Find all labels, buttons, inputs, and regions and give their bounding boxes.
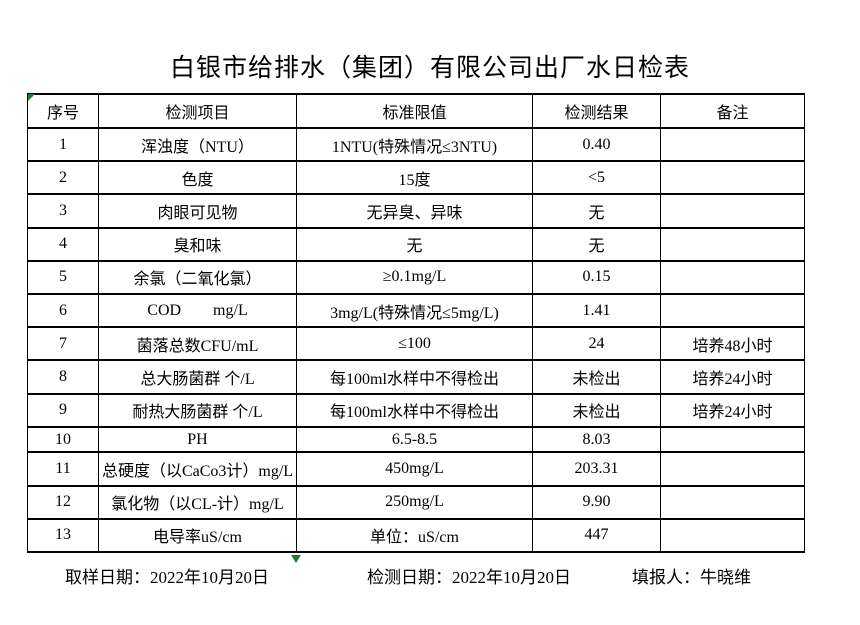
cell-note: 培养24小时 xyxy=(660,392,805,428)
table-header: 序号 检测项目 标准限值 检测结果 备注 xyxy=(27,93,805,129)
table-row: 2 色度 15度 <5 xyxy=(27,160,805,196)
cell-limit: 15度 xyxy=(296,160,533,196)
cell-result: 9.90 xyxy=(532,484,661,520)
table-row: 6 COD mg/L 3mg/L(特殊情况≤5mg/L) 1.41 xyxy=(27,293,805,329)
cell-note xyxy=(660,160,805,196)
cell-note xyxy=(660,484,805,520)
cell-limit: ≤100 xyxy=(296,326,533,362)
cell-item: 总大肠菌群 个/L xyxy=(98,359,297,395)
footer: 取样日期：2022年10月20日 检测日期：2022年10月20日 填报人：牛晓… xyxy=(0,563,860,587)
cell-result: 0.15 xyxy=(532,259,661,296)
cell-result: 无 xyxy=(532,193,661,229)
cell-no: 13 xyxy=(27,517,99,554)
page-title: 白银市给排水（集团）有限公司出厂水日检表 xyxy=(169,55,690,82)
sampling-date: 取样日期：2022年10月20日 xyxy=(65,568,269,587)
cell-no: 6 xyxy=(27,293,99,329)
cell-result: 未检出 xyxy=(532,392,661,428)
cell-note: 培养48小时 xyxy=(660,326,805,362)
cell-note: 培养24小时 xyxy=(660,359,805,395)
table-body: 1 浑浊度（NTU） 1NTU(特殊情况≤3NTU) 0.40 2 色度 15度 <5 3 肉眼可… xyxy=(27,126,805,554)
cell-no: 1 xyxy=(27,126,99,163)
cell-no: 4 xyxy=(27,226,99,262)
table-row: 3 肉眼可见物 无异臭、异味无 xyxy=(27,193,805,229)
header-no: 序号 xyxy=(27,93,99,129)
table-row: 5 余氯（二氧化氯） ≥0.1mg/L 0.15 xyxy=(27,259,805,296)
cell-limit: 250mg/L xyxy=(296,484,533,520)
cell-limit: 450mg/L xyxy=(296,451,533,487)
excel-green-triangle-marker-icon xyxy=(291,555,301,563)
cell-item: 电导率uS/cm xyxy=(98,517,297,554)
cell-item: PH xyxy=(98,425,297,454)
header-limit: 标准限值 xyxy=(296,93,533,129)
cell-result: 0.40 xyxy=(532,126,661,163)
table-row: 11 总硬度（以CaCo3计）mg/L 450mg/L 203.31 xyxy=(27,451,805,487)
header-item: 检测项目 xyxy=(98,93,297,129)
cell-result: 203.31 xyxy=(532,451,661,487)
cell-note xyxy=(660,451,805,487)
cell-item: 浑浊度（NTU） xyxy=(98,126,297,163)
cell-item: COD mg/L xyxy=(98,293,297,329)
cell-result: <5 xyxy=(532,160,661,196)
cell-item: 肉眼可见物 xyxy=(98,193,297,229)
table-row: 9 耐热大肠菌群 个/L 每100ml水样中不得检出 未检出 培养24小时 xyxy=(27,392,805,428)
cell-result: 1.41 xyxy=(532,293,661,329)
reporter-name: 填报人：牛晓维 xyxy=(632,568,751,587)
cell-note xyxy=(660,126,805,163)
cell-item: 总硬度（以CaCo3计）mg/L xyxy=(98,451,297,487)
cell-limit: 每100ml水样中不得检出 xyxy=(296,392,533,428)
table-row: 12 氯化物（以CL-计）mg/L 250mg/L 9.90 xyxy=(27,484,805,520)
table-row: 10 PH 6.5-8.5 8.03 xyxy=(27,425,805,454)
table-row: 8 总大肠菌群 个/L 每100ml水样中不得检出 未检出 培养24小时 xyxy=(27,359,805,395)
header-note: 备注 xyxy=(660,93,805,129)
cell-note xyxy=(660,259,805,296)
cell-no: 7 xyxy=(27,326,99,362)
cell-result: 24 xyxy=(532,326,661,362)
cell-limit: 无异臭、异味 xyxy=(296,193,533,229)
cell-no: 11 xyxy=(27,451,99,487)
table-row: 4 臭和味无无 xyxy=(27,226,805,262)
daily-inspection-table: 序号 检测项目 标准限值 检测结果 备注 1 浑浊度（NTU） 1NTU(特殊情况≤… xyxy=(27,93,805,554)
table-row: 1 浑浊度（NTU） 1NTU(特殊情况≤3NTU) 0.40 xyxy=(27,126,805,163)
cell-item: 菌落总数CFU/mL xyxy=(98,326,297,362)
cell-item: 耐热大肠菌群 个/L xyxy=(98,392,297,428)
cell-result: 无 xyxy=(532,226,661,262)
cell-no: 8 xyxy=(27,359,99,395)
testing-date: 检测日期：2022年10月20日 xyxy=(367,568,571,587)
cell-item: 色度 xyxy=(98,160,297,196)
cell-limit: 单位：uS/cm xyxy=(296,517,533,554)
header-result: 检测结果 xyxy=(532,93,661,129)
cell-note xyxy=(660,293,805,329)
cell-no: 2 xyxy=(27,160,99,196)
cell-item: 余氯（二氧化氯） xyxy=(98,259,297,296)
cell-no: 9 xyxy=(27,392,99,428)
header-row: 序号 检测项目 标准限值 检测结果 备注 xyxy=(27,93,805,129)
cell-note xyxy=(660,193,805,229)
cell-result: 8.03 xyxy=(532,425,661,454)
cell-result: 447 xyxy=(532,517,661,554)
cell-no: 5 xyxy=(27,259,99,296)
cell-limit: 无 xyxy=(296,226,533,262)
cell-limit: 每100ml水样中不得检出 xyxy=(296,359,533,395)
cell-note xyxy=(660,226,805,262)
cell-no: 10 xyxy=(27,425,99,454)
cell-limit: 6.5-8.5 xyxy=(296,425,533,454)
cell-note xyxy=(660,425,805,454)
cell-limit: ≥0.1mg/L xyxy=(296,259,533,296)
cell-note xyxy=(660,517,805,554)
cell-no: 12 xyxy=(27,484,99,520)
cell-limit: 1NTU(特殊情况≤3NTU) xyxy=(296,126,533,163)
table-row: 7 菌落总数CFU/mL ≤100 24 培养48小时 xyxy=(27,326,805,362)
cell-no: 3 xyxy=(27,193,99,229)
cell-result: 未检出 xyxy=(532,359,661,395)
excel-green-corner-marker-icon xyxy=(28,94,35,101)
cell-item: 氯化物（以CL-计）mg/L xyxy=(98,484,297,520)
cell-item: 臭和味 xyxy=(98,226,297,262)
cell-limit: 3mg/L(特殊情况≤5mg/L) xyxy=(296,293,533,329)
table-row: 13 电导率uS/cm 单位：uS/cm 447 xyxy=(27,517,805,554)
